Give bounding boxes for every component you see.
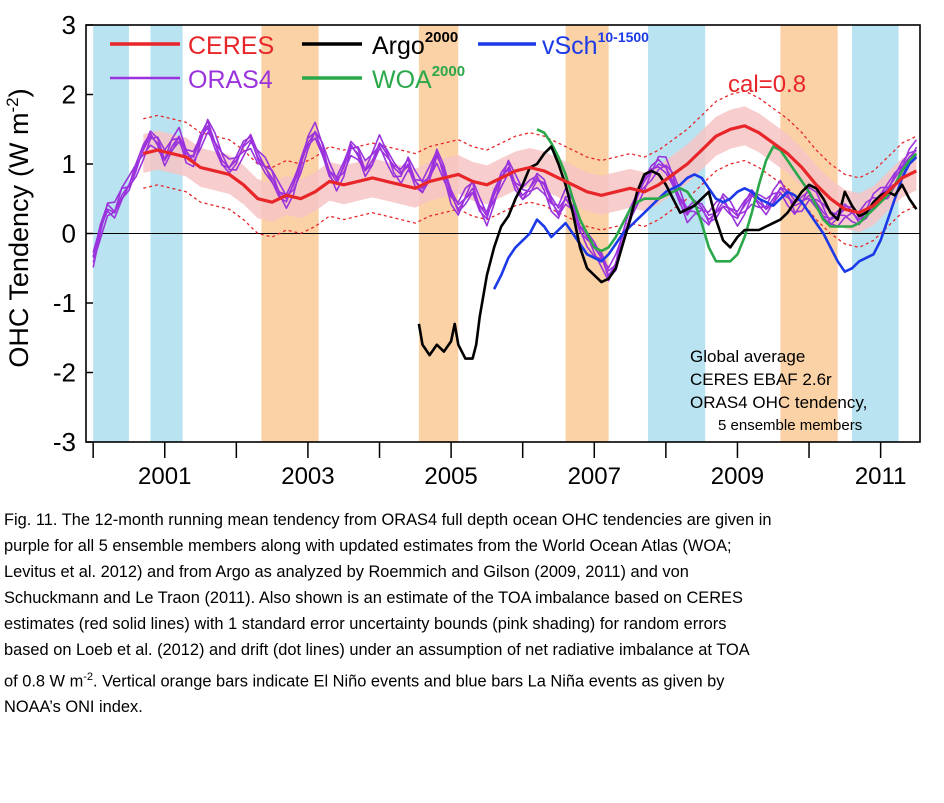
oras4-member-line (92, 126, 918, 282)
legend-woa-text: WOA (372, 66, 432, 94)
annotation-line-2: CERES EBAF 2.6r (690, 370, 832, 389)
caption-line7-sup: -2 (83, 670, 94, 683)
y-tick-label: 0 (62, 219, 76, 249)
legend: CERES ORAS4 Argo2000 WOA2000 vSch10-1500 (110, 29, 649, 94)
y-axis-label-text: OHC Tendency (4, 185, 34, 368)
y-axis: 3 2 1 0 -1 -2 -3 (53, 10, 93, 457)
woa-line (536, 128, 918, 263)
caption-line: Schuckmann and Le Traon (2011). Also sho… (4, 589, 743, 608)
x-axis: 2001 2003 2005 2007 2009 2011 (92, 442, 907, 490)
x-tick-label: 2001 (138, 463, 191, 490)
y-tick-label: 2 (62, 80, 76, 110)
y-axis-label: OHC Tendency (W m-2) (3, 88, 34, 367)
argo-line (417, 145, 918, 360)
y-axis-unit-exp: -2 (3, 97, 22, 112)
annotation-line-4: 5 ensemble members (718, 417, 862, 434)
legend-label-woa: WOA2000 (372, 63, 465, 94)
description-annotation: Global average CERES EBAF 2.6r ORAS4 OHC… (690, 347, 867, 434)
x-tick-label: 2009 (711, 463, 764, 490)
figure-caption: Fig. 11. The 12-month running mean tende… (4, 507, 938, 720)
annotation-line-1: Global average (690, 347, 805, 366)
legend-label-ceres: CERES (188, 32, 274, 60)
caption-line: Fig. 11. The 12-month running mean tende… (4, 511, 772, 529)
y-tick-label: -1 (53, 288, 76, 318)
caption-line: purple for all 5 ensemble members along … (4, 537, 732, 556)
ceres-line (142, 124, 918, 215)
caption-line: NOAA’s ONI index. (4, 698, 143, 717)
caption-line: estimates (red solid lines) with 1 stand… (4, 615, 727, 634)
caption-line: based on Loeb et al. (2012) and drift (d… (4, 641, 750, 660)
x-tick-label: 2011 (855, 463, 907, 490)
legend-label-oras4: ORAS4 (188, 66, 273, 94)
y-tick-label: -3 (53, 427, 76, 457)
caption-line: Levitus et al. 2012) and from Argo as an… (4, 563, 689, 582)
x-tick-label: 2003 (281, 463, 334, 490)
legend-vsch-sup: 10-1500 (598, 29, 650, 45)
y-tick-label: 3 (62, 10, 76, 40)
legend-argo-sup: 2000 (425, 29, 458, 46)
caption-line7-after: . Vertical orange bars indicate El Niño … (93, 672, 725, 691)
y-tick-label: -2 (53, 358, 76, 388)
legend-label-vsch: vSch10-1500 (542, 29, 649, 60)
annotation-line-3: ORAS4 OHC tendency, (690, 393, 867, 412)
oras4-member-line (92, 127, 917, 279)
x-tick-label: 2007 (568, 463, 621, 490)
legend-vsch-text: vSch (542, 32, 598, 60)
vsch-line (492, 156, 918, 290)
cal-annotation: cal=0.8 (728, 71, 806, 98)
caption-line: of 0.8 W m-2. Vertical orange bars indic… (4, 664, 938, 695)
legend-label-argo: Argo2000 (372, 29, 458, 60)
legend-woa-sup: 2000 (432, 63, 465, 80)
x-tick-label: 2005 (424, 463, 477, 490)
ohc-tendency-chart: 3 2 1 0 -1 -2 -3 2001 2003 2005 2007 2009 2011 OHC … (3, 10, 921, 490)
y-axis-unit-close: ) (4, 88, 34, 97)
series-lines (92, 90, 918, 360)
y-axis-unit-base: (W m (4, 113, 34, 177)
y-tick-label: 1 (62, 149, 76, 179)
legend-argo-text: Argo (372, 32, 425, 60)
caption-line7-before: of 0.8 W m (4, 672, 84, 691)
oras4-member-line (92, 118, 918, 269)
